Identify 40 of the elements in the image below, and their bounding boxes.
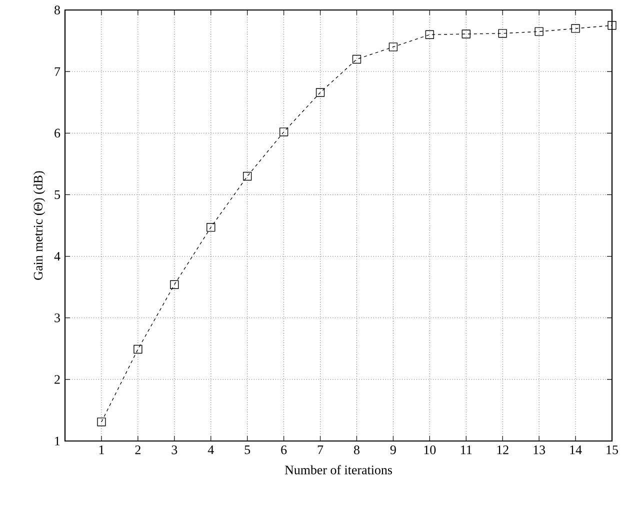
point <box>498 29 507 38</box>
y-tick-label: 4 <box>54 252 60 261</box>
x-tick-label: 7 <box>318 446 324 454</box>
point <box>243 172 252 181</box>
point <box>425 30 434 39</box>
x-axis-title: Number of iterations <box>284 465 392 474</box>
point <box>316 88 325 97</box>
x-tick-label: 10 <box>424 446 436 454</box>
x-tick-label: 1 <box>99 446 104 454</box>
x-tick-label: 2 <box>135 446 140 454</box>
point <box>388 42 398 52</box>
x-tick-label: 8 <box>354 446 360 454</box>
x-tick-label: 11 <box>461 446 472 454</box>
point <box>170 280 179 289</box>
point <box>206 223 216 232</box>
x-tick-label: 14 <box>570 446 582 454</box>
y-tick-label: 7 <box>54 67 60 76</box>
point <box>462 30 470 38</box>
y-tick-label: 6 <box>54 128 60 138</box>
y-axis-title: Gain metric (Θ) (dB) <box>33 171 46 280</box>
y-tick-label: 8 <box>54 6 60 14</box>
y-tick-label: 5 <box>54 190 60 200</box>
x-tick-label: 13 <box>534 446 546 454</box>
x-tick-label: 15 <box>606 446 618 454</box>
point <box>97 418 106 426</box>
x-tick-label: 6 <box>281 446 287 454</box>
x-tick-label: 9 <box>390 446 396 454</box>
point <box>134 344 142 354</box>
x-tick-label: 5 <box>244 446 250 454</box>
x-tick-label: 4 <box>208 446 214 454</box>
x-tick-label: 3 <box>172 446 178 454</box>
point <box>608 21 616 30</box>
x-tick-label: 12 <box>497 446 508 454</box>
point <box>571 24 580 33</box>
point <box>279 128 288 136</box>
y-tick-label: 1 <box>55 436 60 446</box>
y-tick-label: 2 <box>54 375 60 384</box>
point <box>352 54 362 64</box>
y-tick-label: 3 <box>54 314 60 322</box>
point <box>534 27 544 36</box>
